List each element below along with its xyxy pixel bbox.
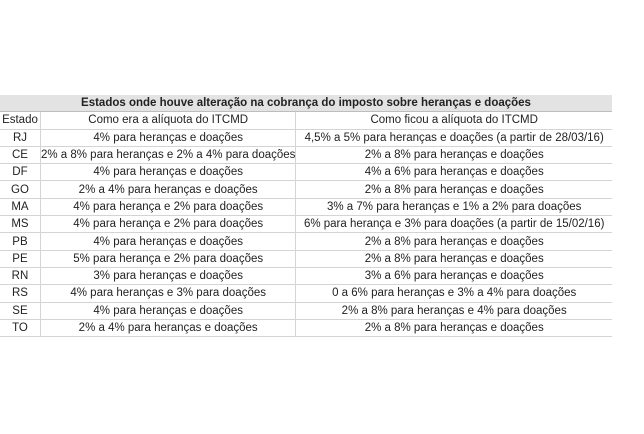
header-aliquota-antes: Como era a alíquota do ITCMD — [39, 111, 296, 130]
itcmd-table: Estados onde houve alteração na cobrança… — [0, 95, 612, 338]
table-row: PB 4% para heranças e doações 2% a 8% para… — [0, 232, 612, 251]
cell-aliquota-antes: 4% para heranças e doações — [39, 129, 296, 147]
cell-estado: RJ — [0, 129, 41, 147]
cell-estado: CE — [0, 146, 41, 165]
cell-estado: RN — [0, 267, 41, 286]
header-estado: Estado — [0, 111, 41, 130]
cell-estado: DF — [0, 163, 41, 182]
cell-aliquota-antes: 4% para herança e 2% para doações — [39, 215, 296, 234]
cell-estado: MA — [0, 198, 41, 217]
table-title: Estados onde houve alteração na cobrança… — [0, 95, 612, 113]
cell-aliquota-antes: 4% para heranças e doações — [39, 163, 296, 182]
cell-estado: MS — [0, 215, 41, 234]
table-row: RS 4% para heranças e 3% para doações 0 a … — [0, 284, 612, 303]
table-row: PE 5% para herança e 2% para doações 2% a … — [0, 250, 612, 268]
table-row: MA 4% para herança e 2% para doações 3% a … — [0, 198, 612, 217]
cell-aliquota-depois: 3% a 7% para heranças e 1% a 2% para doa… — [295, 198, 612, 217]
cell-aliquota-depois: 2% a 8% para heranças e doações — [295, 232, 612, 251]
header-row: Estado Como era a alíquota do ITCMD Como… — [0, 111, 612, 130]
cell-aliquota-antes: 4% para heranças e 3% para doações — [39, 284, 296, 303]
cell-aliquota-depois: 2% a 8% para heranças e doações — [295, 250, 612, 268]
cell-estado: TO — [0, 319, 41, 338]
table-row: RJ 4% para heranças e doações 4,5% a 5% pa… — [0, 129, 612, 147]
cell-aliquota-antes: 4% para heranças e doações — [39, 302, 296, 320]
header-aliquota-depois: Como ficou a alíquota do ITCMD — [295, 111, 612, 130]
cell-aliquota-antes: 2% a 4% para heranças e doações — [39, 180, 296, 199]
cell-estado: PE — [0, 250, 41, 268]
cell-estado: RS — [0, 284, 41, 303]
cell-aliquota-depois: 4% a 6% para heranças e doações — [295, 163, 612, 182]
cell-aliquota-depois: 2% a 8% para heranças e doações — [295, 146, 612, 165]
table-row: DF 4% para heranças e doações 4% a 6% para… — [0, 163, 612, 182]
cell-aliquota-depois: 4,5% a 5% para heranças e doações (a par… — [295, 129, 612, 147]
table-row: TO 2% a 4% para heranças e doações 2% a 8%… — [0, 319, 612, 338]
cell-aliquota-antes: 4% para heranças e doações — [39, 232, 296, 251]
table-row: MS 4% para herança e 2% para doações 6% pa… — [0, 215, 612, 234]
table-row: CE 2% a 8% para heranças e 2% a 4% para d… — [0, 146, 612, 165]
table-row: RN 3% para heranças e doações 3% a 6% para… — [0, 267, 612, 286]
cell-aliquota-depois: 6% para herança e 3% para doações (a par… — [295, 215, 612, 234]
cell-estado: SE — [0, 302, 41, 320]
cell-aliquota-depois: 3% a 6% para heranças e doações — [295, 267, 612, 286]
cell-aliquota-antes: 2% a 8% para heranças e 2% a 4% para doa… — [39, 146, 296, 165]
cell-aliquota-antes: 5% para herança e 2% para doações — [39, 250, 296, 268]
title-row: Estados onde houve alteração na cobrança… — [0, 95, 612, 113]
cell-aliquota-antes: 4% para herança e 2% para doações — [39, 198, 296, 217]
cell-estado: GO — [0, 180, 41, 199]
cell-aliquota-depois: 2% a 8% para heranças e 4% para doações — [295, 302, 612, 320]
cell-aliquota-depois: 2% a 8% para heranças e doações — [295, 319, 612, 338]
cell-aliquota-depois: 2% a 8% para heranças e doações — [295, 180, 612, 199]
cell-aliquota-depois: 0 a 6% para heranças e 3% a 4% para doaç… — [295, 284, 612, 303]
cell-aliquota-antes: 3% para heranças e doações — [39, 267, 296, 286]
table-row: SE 4% para heranças e doações 2% a 8% para… — [0, 302, 612, 320]
cell-aliquota-antes: 2% a 4% para heranças e doações — [39, 319, 296, 338]
table-row: GO 2% a 4% para heranças e doações 2% a 8%… — [0, 180, 612, 199]
cell-estado: PB — [0, 232, 41, 251]
